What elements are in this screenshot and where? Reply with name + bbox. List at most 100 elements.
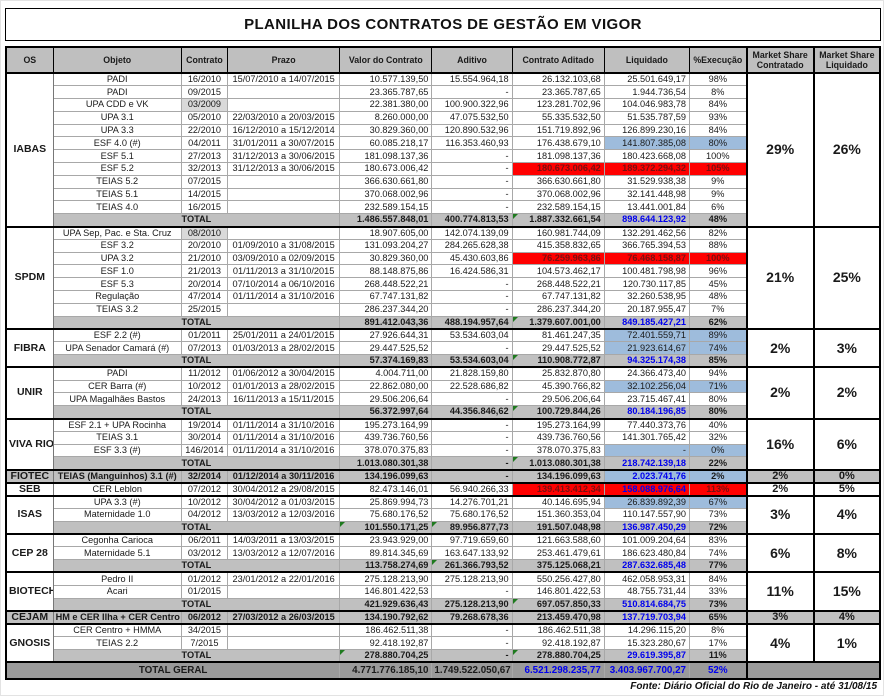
cell-valor: 275.128.213,90 <box>339 571 433 586</box>
os-label: FIOTEC <box>4 468 54 484</box>
cell-aditado: 67.747.131,82 <box>511 290 605 304</box>
contract-row: ESF 1.0 21/2013 01/11/2013 a 31/10/2015 88.… <box>6 264 880 279</box>
cell-liquidado: 126.899.230,16 <box>603 123 690 138</box>
cell-objeto: PADI <box>52 85 182 100</box>
cell-objeto: UPA CDD e VK <box>52 98 182 112</box>
cell-contrato: 04/2012 <box>180 508 228 522</box>
market-share-liquidado: 26% <box>812 72 882 228</box>
contract-row: ESF 3.3 (#) 146/2014 01/11/2014 a 31/10/20… <box>6 443 880 458</box>
cell-contrato: 30/2014 <box>180 430 228 445</box>
cell-aditivo: 47.075.532,50 <box>431 110 513 125</box>
cell-liquidado: 26.839.892,39 <box>603 494 690 509</box>
cell-aditado: 378.070.375,83 <box>511 443 605 458</box>
cell-aditivo: 44.356.846,62 <box>431 405 513 420</box>
cell-valor: 25.869.994,73 <box>339 494 433 509</box>
cell-liquidado: 158.088.976,64 <box>603 481 690 497</box>
cell-prazo <box>226 98 341 112</box>
market-share-liquidado: 25% <box>812 225 882 330</box>
cell-prazo: 25/01/2011 a 24/01/2015 <box>226 327 341 343</box>
cell-prazo: 13/03/2012 a 12/07/2016 <box>226 546 341 561</box>
cell-aditivo: 79.268.678,36 <box>431 609 513 625</box>
cell-pct: 98% <box>688 72 748 87</box>
cell-aditado: 29.506.206,64 <box>511 392 605 407</box>
cell-prazo: 30/04/2012 a 29/08/2015 <box>226 481 341 497</box>
market-share-liquidado: 6% <box>812 417 882 471</box>
cell-aditado: 139.413.412,34 <box>511 481 605 497</box>
cell-valor: 131.093.204,27 <box>339 238 433 253</box>
cell-pct: 9% <box>688 187 748 202</box>
cell-pct: 17% <box>688 636 748 650</box>
cell-pct: 40% <box>688 417 748 432</box>
cell-aditivo: - <box>431 187 513 202</box>
cell-objeto: UPA 3.2 <box>52 251 182 266</box>
cell-aditado: 45.390.766,82 <box>511 379 605 394</box>
cell-pct: 67% <box>688 494 748 509</box>
cell-pct: 74% <box>688 546 748 561</box>
cell-aditivo: - <box>431 636 513 650</box>
cell-prazo: 01/11/2013 a 31/10/2015 <box>226 264 341 279</box>
cell-aditado: 253.461.479,61 <box>511 546 605 561</box>
cell-aditivo: - <box>431 85 513 100</box>
contract-row: BIOTECH Pedro II 01/2012 23/01/2012 a 22/01… <box>4 571 882 612</box>
cell-objeto: Maternidade 5.1 <box>52 546 182 561</box>
cell-valor: 18.907.605,00 <box>339 225 433 240</box>
cell-liquidado: - <box>603 443 690 458</box>
market-share-contratado: 21% <box>745 225 815 330</box>
cell-pct: 11% <box>688 648 748 663</box>
contract-row: CEP 28 Cegonha Carioca 06/2011 14/03/2011 a… <box>4 533 882 574</box>
group-total-row: TOTAL 56.372.997,64 44.356.846,62 100.729.8… <box>6 405 880 420</box>
cell-aditivo: - <box>431 302 513 317</box>
cell-aditivo: - <box>431 430 513 445</box>
cell-aditado: 181.098.137,36 <box>511 149 605 164</box>
cell-liquidado: 15.323.280,67 <box>603 636 690 650</box>
cell-pct: 105% <box>688 162 748 176</box>
cell-aditivo: 100.900.322,96 <box>431 98 513 112</box>
cell-valor: 146.801.422,53 <box>339 584 433 599</box>
cell-pct: 73% <box>688 597 748 612</box>
cell-aditivo: - <box>431 200 513 215</box>
cell-aditivo: - <box>431 456 513 471</box>
cell-contrato: 146/2014 <box>180 443 228 458</box>
cell-aditado: 146.801.422,53 <box>511 584 605 599</box>
cell-aditivo: - <box>431 149 513 164</box>
cell-valor: 421.929.636,43 <box>339 597 433 612</box>
cell-valor: 101.550.171,25 <box>339 520 433 535</box>
cell-valor: 134.190.792,62 <box>339 609 433 625</box>
cell-valor: 82.473.146,01 <box>339 481 433 497</box>
cell-aditado: 104.573.462,17 <box>511 264 605 279</box>
cell-aditado: 375.125.068,21 <box>511 559 605 573</box>
cell-liquidado: 31.529.938,38 <box>603 174 690 189</box>
cell-aditado: 81.461.247,35 <box>511 327 605 343</box>
contract-row: ESF 5.2 32/2013 31/12/2013 a 30/06/2015 180… <box>6 162 880 176</box>
cell-aditado: 232.589.154,15 <box>511 200 605 215</box>
cell-liquidado: 3.403.967.700,27 <box>603 661 690 681</box>
cell-contrato: 07/2013 <box>180 341 228 356</box>
cell-objeto: UPA Magalhães Bastos <box>52 392 182 407</box>
cell-pct: 65% <box>688 609 748 625</box>
cell-aditivo: - <box>431 277 513 292</box>
cell-valor: 278.880.704,25 <box>339 648 433 663</box>
cell-pct: 72% <box>688 520 748 535</box>
cell-pct: 85% <box>688 354 748 368</box>
contract-row: CEJAM HM e CER Ilha + CER Centro 06/2012 27… <box>4 609 882 625</box>
cell-valor: 4.771.776.185,10 <box>339 661 433 681</box>
group-total-row: TOTAL 421.929.636,43 275.128.213,90 697.057… <box>6 597 880 612</box>
contract-row: ESF 3.2 20/2010 01/09/2010 a 31/08/2015 131… <box>6 238 880 253</box>
market-share-liquidado: 4% <box>812 609 882 625</box>
cell-contrato: 10/2012 <box>180 494 228 509</box>
cell-contrato: 09/2015 <box>180 85 228 100</box>
contract-row: UPA 3.2 21/2010 03/09/2010 a 02/09/2015 30.… <box>6 251 880 266</box>
cell-contrato: 01/2012 <box>180 571 228 586</box>
cell-valor: 56.372.997,64 <box>339 405 433 420</box>
total-label: TOTAL <box>52 520 341 535</box>
cell-aditado: 76.259.963,86 <box>511 251 605 266</box>
cell-objeto: UPA Sep, Pac. e Sta. Cruz <box>52 225 182 240</box>
cell-valor: 4.004.711,00 <box>339 366 433 381</box>
cell-prazo <box>226 225 341 240</box>
cell-aditado: 121.663.588,60 <box>511 533 605 548</box>
cell-liquidado: 32.102.256,04 <box>603 379 690 394</box>
cell-contrato: 34/2015 <box>180 622 228 638</box>
cell-contrato: 32/2013 <box>180 162 228 176</box>
cell-aditivo: 275.128.213,90 <box>431 597 513 612</box>
cell-pct: 48% <box>688 213 748 228</box>
